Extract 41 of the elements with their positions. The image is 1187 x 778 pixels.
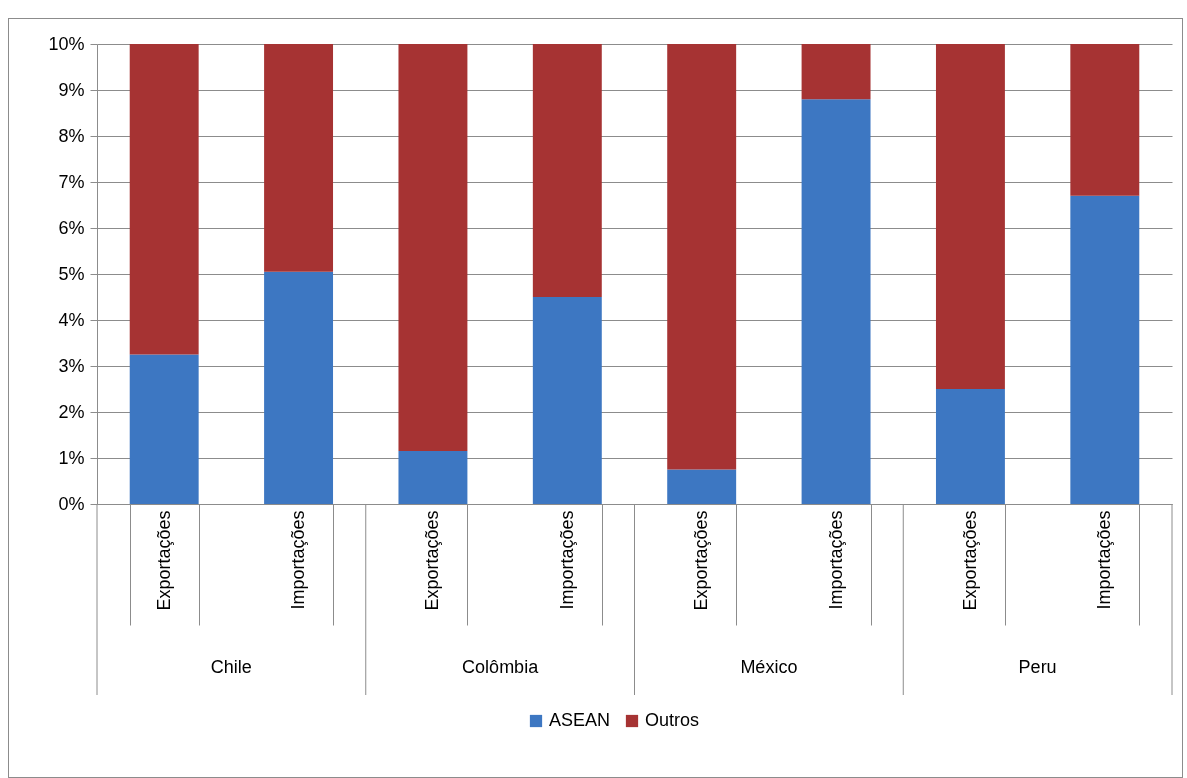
bar [532,44,602,297]
y-tick-label: 8% [58,125,85,146]
bar [129,44,199,355]
bar [129,354,199,504]
bar [532,297,602,504]
y-tick-label: 5% [58,263,85,284]
bar [264,271,334,504]
bar [801,99,871,504]
bar [1070,195,1140,504]
y-tick-label: 1% [58,447,85,468]
x-tick-label: Exportações [691,510,712,611]
x-tick-label: Importações [1094,510,1115,610]
text: Peru [1018,657,1057,677]
bar [667,469,737,504]
text: Chile [210,657,252,677]
bar [264,44,334,272]
bar [398,451,468,504]
x-tick-label: Importações [825,510,846,610]
text: México [740,657,798,677]
text: Colômbia [462,657,540,677]
legend-label: ASEAN [549,710,611,730]
x-tick-label: Importações [556,510,577,610]
y-tick-label: 7% [58,171,85,192]
y-tick-label: 6% [58,217,85,238]
y-tick-label: 2% [58,401,85,422]
bar [801,44,871,100]
x-tick-label: Exportações [153,510,174,611]
x-tick-label: Exportações [959,510,980,611]
y-tick-label: 0% [58,493,85,514]
x-tick-label: Importações [288,510,309,610]
y-tick-label: 10% [48,33,85,54]
bar [1070,44,1140,196]
y-tick-label: 3% [58,355,85,376]
bar [935,44,1005,389]
bar [935,389,1005,504]
bar [398,44,468,452]
bar [667,44,737,470]
legend-label: Outros [645,710,700,730]
x-tick-label: Exportações [422,510,443,611]
y-tick-label: 9% [58,79,85,100]
y-tick-label: 4% [58,309,85,330]
